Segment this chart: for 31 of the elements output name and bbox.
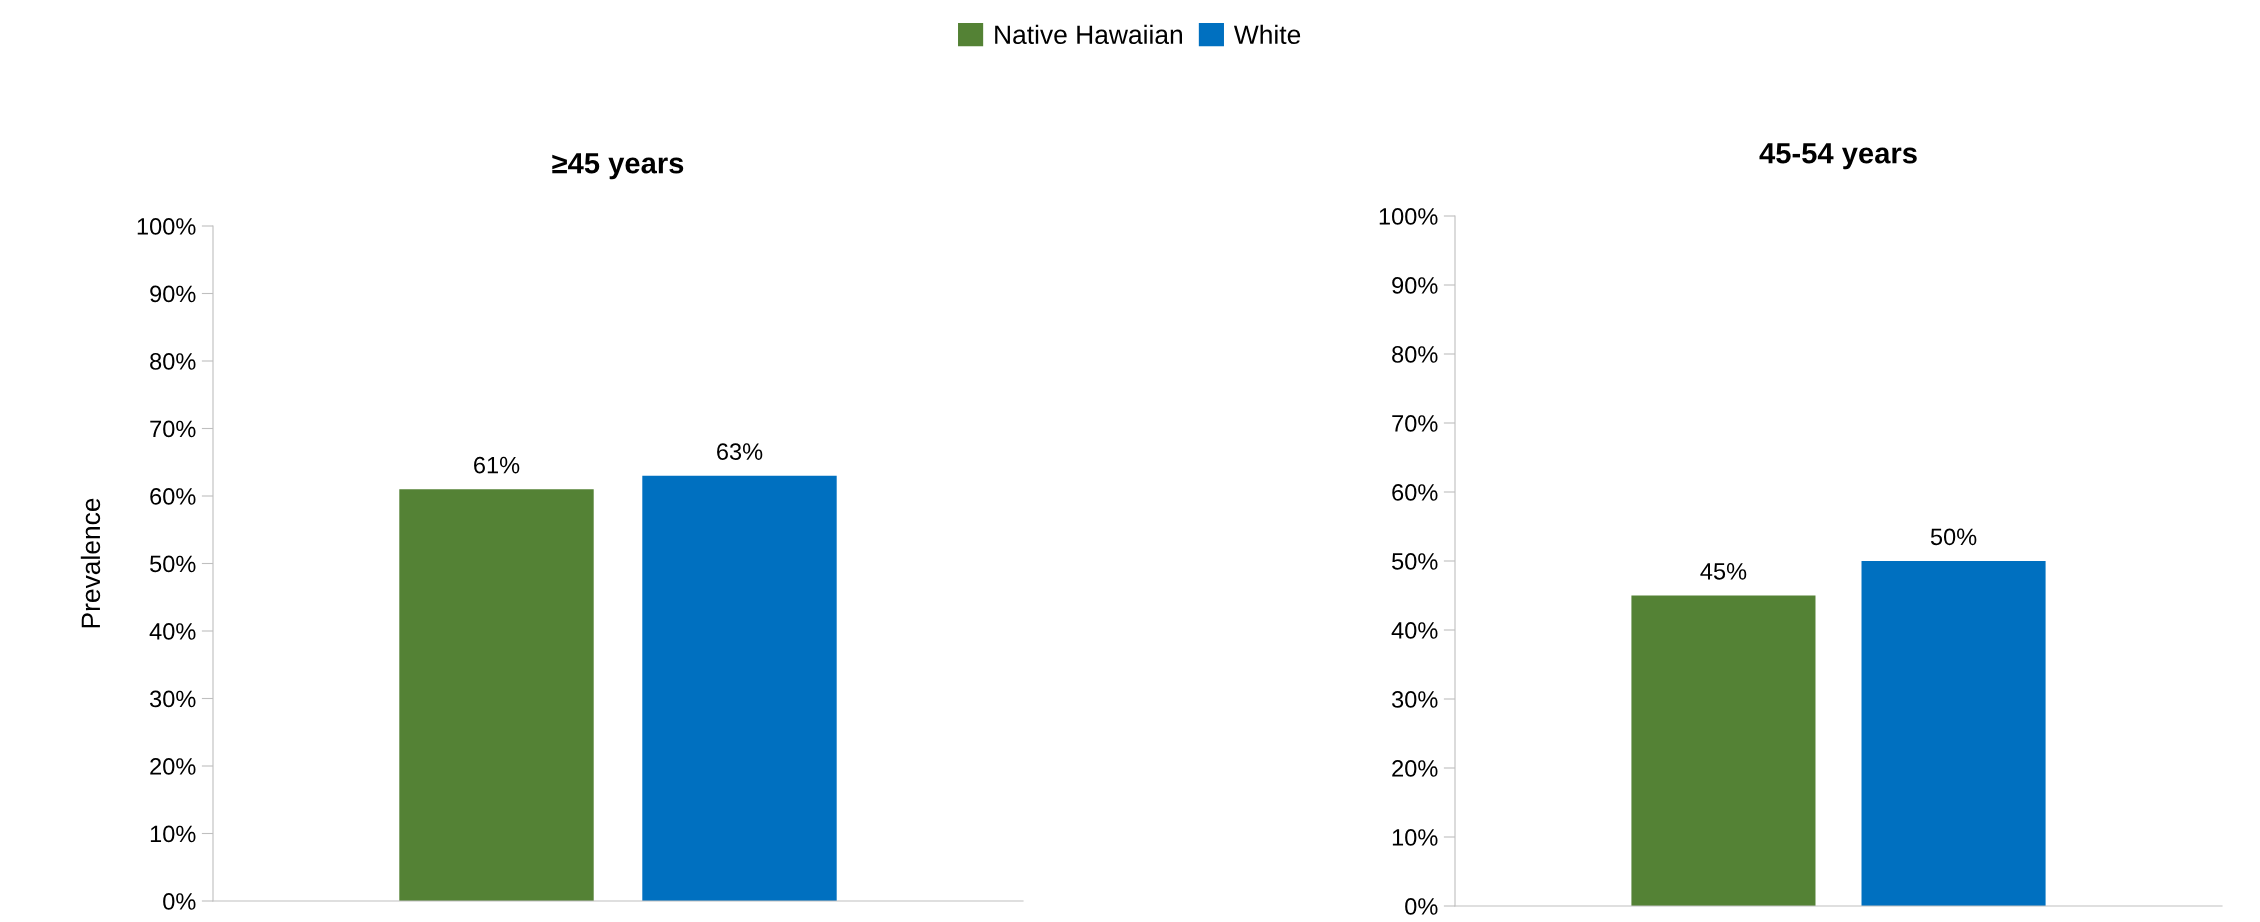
y-tick-label: 0% [1405,898,1438,915]
y-tick-label: 70% [1392,415,1438,432]
y-tick-label: 90% [1392,277,1438,294]
text: 61% [474,456,520,474]
y-axis-title: Prevalence [80,498,101,628]
chart-title: 45-54 years [1759,143,1917,170]
y-tick-label: 30% [1391,691,1438,708]
y-tick-label: 60% [150,488,196,505]
y-tick-label: 100% [137,218,196,235]
y-tick-label: 0% [163,893,196,910]
y-tick-label: 70% [150,420,196,438]
legend-label: Native Hawaiian [995,24,1182,45]
y-tick-label: 20% [1392,760,1438,777]
y-tick-label: 40% [1391,622,1438,639]
y-tick-label: 80% [150,353,196,370]
chart-title: ≥45 years [552,153,684,180]
text: 45% [1700,563,1747,580]
y-tick-label: 100% [1379,208,1438,225]
y-tick-label: 50% [150,555,196,573]
y-tick-label: 10% [150,825,196,843]
y-tick-label: 60% [1392,484,1438,501]
y-tick-label: 80% [1392,346,1438,363]
y-tick-label: 20% [150,758,196,775]
y-tick-label: 50% [1392,553,1438,570]
y-tick-label: 40% [149,623,196,640]
text: 63% [717,443,763,460]
y-tick-label: 10% [1392,829,1438,846]
y-tick-label: 90% [150,285,196,303]
text: 50% [1930,528,1977,546]
legend-label: White [1233,24,1301,45]
y-tick-label: 30% [149,690,196,708]
